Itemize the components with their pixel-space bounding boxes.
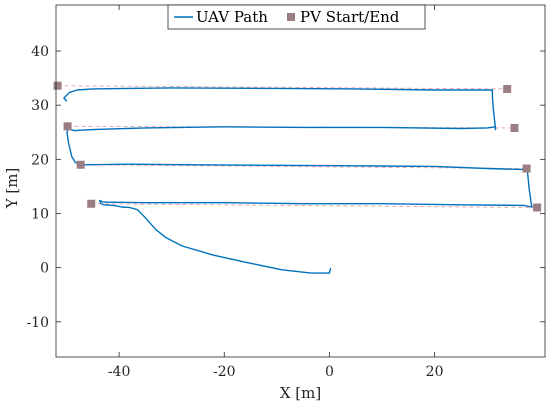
uav-path-line (63, 87, 533, 274)
pv-marker-3 (63, 122, 72, 131)
legend-marker-swatch (287, 13, 295, 21)
y-tick-label: 40 (31, 44, 49, 60)
x-axis-label: X [m] (280, 384, 321, 402)
legend: UAV Path PV Start/End (167, 4, 426, 30)
reference-line-3 (80, 164, 527, 169)
pv-marker-2 (503, 84, 512, 93)
reference-line-4 (91, 203, 538, 208)
x-tick-label: -40 (108, 364, 131, 380)
y-tick-label: -10 (26, 315, 49, 331)
x-tick-label: 0 (325, 364, 334, 380)
reference-line-1 (57, 85, 508, 90)
legend-label-markers: PV Start/End (300, 8, 400, 26)
legend-label-path: UAV Path (196, 8, 268, 26)
pv-markers-group (53, 81, 542, 212)
pv-marker-4 (510, 123, 519, 132)
y-tick-label: 10 (31, 206, 49, 222)
pv-marker-7 (87, 199, 96, 208)
pv-marker-1 (53, 81, 62, 90)
y-tick-label: 0 (40, 261, 49, 277)
x-tick-label: -20 (213, 364, 236, 380)
ticks-group: -40 -20 0 20 -10 0 10 20 30 40 (26, 5, 545, 380)
legend-box (167, 4, 426, 30)
pv-marker-8 (533, 203, 542, 212)
y-tick-label: 20 (31, 152, 49, 168)
x-tick-label: 20 (426, 364, 444, 380)
uav-path-group (63, 87, 533, 274)
y-tick-label: 30 (31, 98, 49, 114)
pv-marker-5 (76, 160, 85, 169)
y-axis-label: Y [m] (3, 168, 21, 210)
pv-marker-6 (522, 164, 531, 173)
